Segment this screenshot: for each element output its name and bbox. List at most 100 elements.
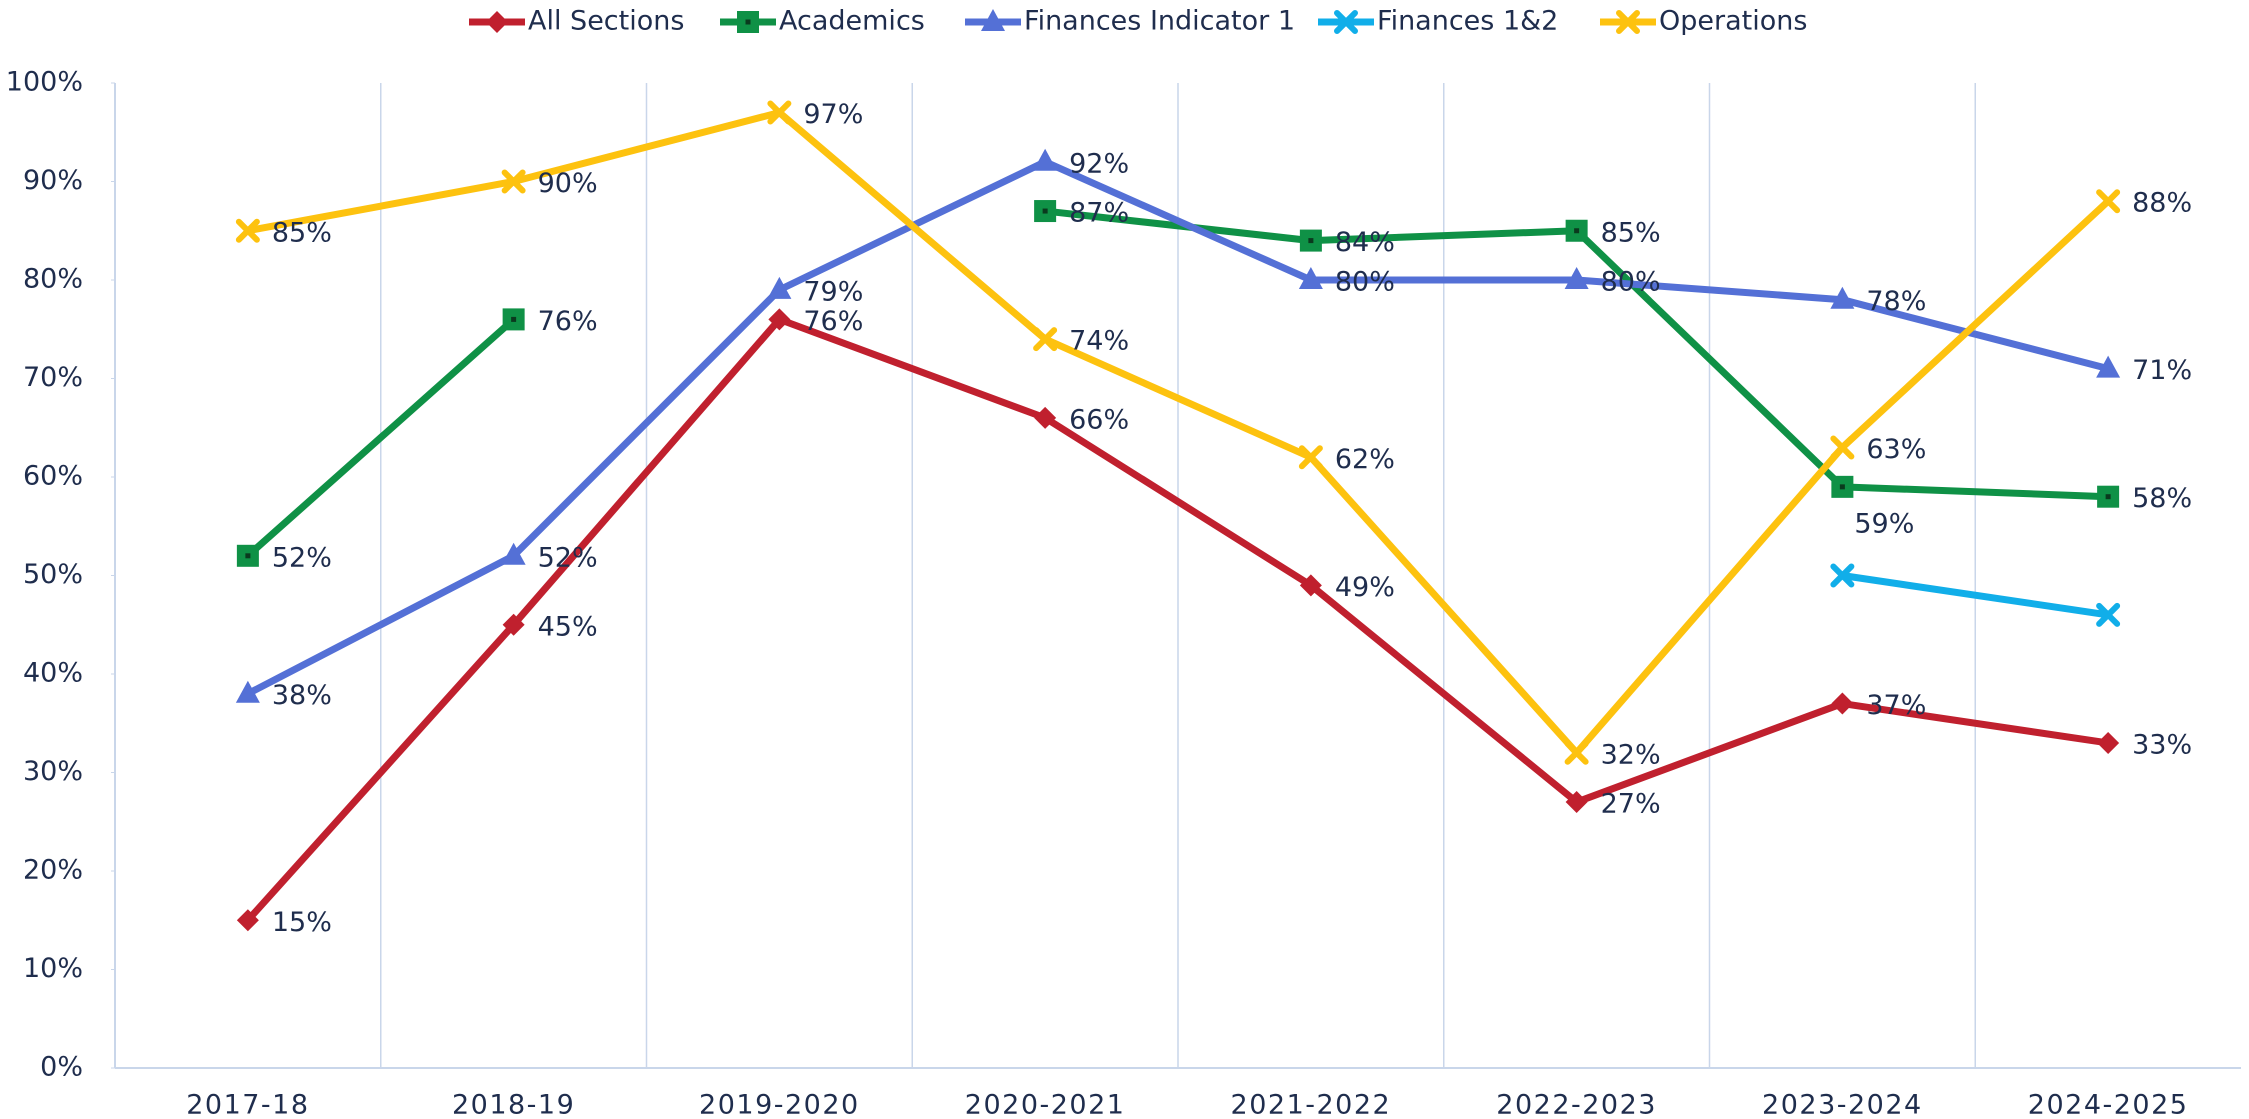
marker — [1033, 148, 1058, 171]
marker — [1334, 10, 1358, 34]
marker — [501, 542, 526, 565]
marker-dot — [1308, 238, 1314, 244]
data-label: 78% — [1866, 286, 1926, 317]
data-label: 52% — [538, 542, 598, 573]
marker — [1033, 327, 1058, 352]
marker — [2096, 189, 2121, 214]
y-tick-label: 10% — [23, 953, 83, 984]
marker — [486, 11, 508, 33]
y-tick-label: 90% — [23, 165, 83, 196]
data-label: 32% — [1601, 739, 1661, 770]
data-label: 62% — [1335, 444, 1395, 475]
x-tick-label: 2022-2023 — [1496, 1090, 1657, 1119]
series-line — [1841, 572, 2109, 619]
marker — [2096, 602, 2121, 627]
marker — [1831, 692, 1854, 715]
data-label: 90% — [538, 168, 598, 199]
marker — [981, 9, 1005, 31]
series: 52% 76% 87% 84% 85% 59% 58% — [236, 198, 2192, 573]
data-label: 37% — [1866, 690, 1926, 721]
marker — [1830, 563, 1855, 588]
data-label: 27% — [1601, 789, 1661, 820]
y-tick-label: 0% — [40, 1052, 83, 1083]
data-label: 79% — [803, 276, 863, 307]
data-label: 66% — [1069, 404, 1129, 435]
y-tick-label: 100% — [6, 67, 83, 98]
marker — [1830, 435, 1855, 460]
data-label: 85% — [1601, 217, 1661, 248]
x-tick-label: 2021-2022 — [1231, 1090, 1392, 1119]
y-tick-label: 60% — [23, 461, 83, 492]
x-tick-label: 2017-18 — [186, 1090, 309, 1119]
marker — [768, 308, 791, 331]
y-tick-label: 80% — [23, 264, 83, 295]
marker — [1034, 406, 1057, 429]
marker — [767, 100, 792, 125]
marker — [1298, 445, 1323, 470]
y-tick-label: 70% — [23, 362, 83, 393]
y-tick-label: 40% — [23, 658, 83, 689]
marker — [1830, 286, 1855, 309]
legend-label: All Sections — [528, 6, 684, 37]
marker-dot — [511, 316, 517, 322]
data-label: 59% — [1854, 508, 1914, 539]
marker — [1298, 267, 1323, 289]
data-label: 33% — [2132, 729, 2192, 760]
data-label: 76% — [538, 306, 598, 337]
series: 15% 45% 76% 66% 49% 27% 37% 33% — [236, 306, 2192, 938]
data-label: 52% — [272, 542, 332, 573]
data-label: 76% — [803, 306, 863, 337]
marker — [1299, 574, 1322, 597]
marker-dot — [1574, 228, 1580, 234]
marker — [2096, 355, 2121, 378]
data-label: 97% — [803, 99, 863, 130]
legend-label: Academics — [779, 6, 925, 37]
x-tick-label: 2024-2025 — [2028, 1090, 2189, 1119]
y-tick-label: 20% — [23, 855, 83, 886]
data-label: 58% — [2132, 483, 2192, 514]
marker — [235, 680, 260, 703]
data-label: 84% — [1335, 227, 1395, 258]
data-label: 15% — [272, 907, 332, 938]
y-tick-label: 50% — [23, 559, 83, 590]
x-tick-label: 2019-2020 — [699, 1090, 860, 1119]
marker — [501, 169, 526, 194]
marker-dot — [745, 19, 751, 25]
marker-dot — [1839, 484, 1845, 490]
x-tick-label: 2018-19 — [452, 1090, 575, 1119]
legend-label: Finances Indicator 1 — [1024, 6, 1295, 37]
marker — [2097, 731, 2120, 754]
data-label: 92% — [1069, 148, 1129, 179]
marker — [767, 276, 792, 299]
marker — [235, 218, 260, 243]
y-tick-label: 30% — [23, 756, 83, 787]
series-line — [246, 158, 2110, 697]
data-label: 80% — [1601, 267, 1661, 298]
marker — [502, 613, 525, 636]
marker-dot — [245, 553, 251, 559]
marker — [1564, 740, 1589, 765]
series: 85% 90% 97% 74% 62% 32% 63% 88% — [235, 99, 2192, 770]
legend-label: Finances 1&2 — [1377, 6, 1558, 37]
marker — [236, 909, 259, 932]
series-line — [247, 109, 2111, 757]
marker — [1565, 791, 1588, 814]
data-label: 71% — [2132, 355, 2192, 386]
series — [1830, 563, 2121, 627]
x-tick-label: 2020-2021 — [965, 1090, 1126, 1119]
data-label: 80% — [1335, 267, 1395, 298]
data-label: 85% — [272, 217, 332, 248]
data-label: 38% — [272, 680, 332, 711]
marker-dot — [2105, 494, 2111, 500]
series: 38% 52% 79% 92% 80% 80% 78% 71% — [235, 148, 2192, 711]
data-label: 49% — [1335, 572, 1395, 603]
data-label: 74% — [1069, 326, 1129, 357]
series-line — [245, 315, 2109, 923]
marker — [1564, 267, 1589, 289]
data-label: 63% — [1866, 434, 1926, 465]
data-label: 87% — [1069, 198, 1129, 229]
legend-label: Operations — [1659, 6, 1807, 37]
x-tick-label: 2023-2024 — [1762, 1090, 1923, 1119]
